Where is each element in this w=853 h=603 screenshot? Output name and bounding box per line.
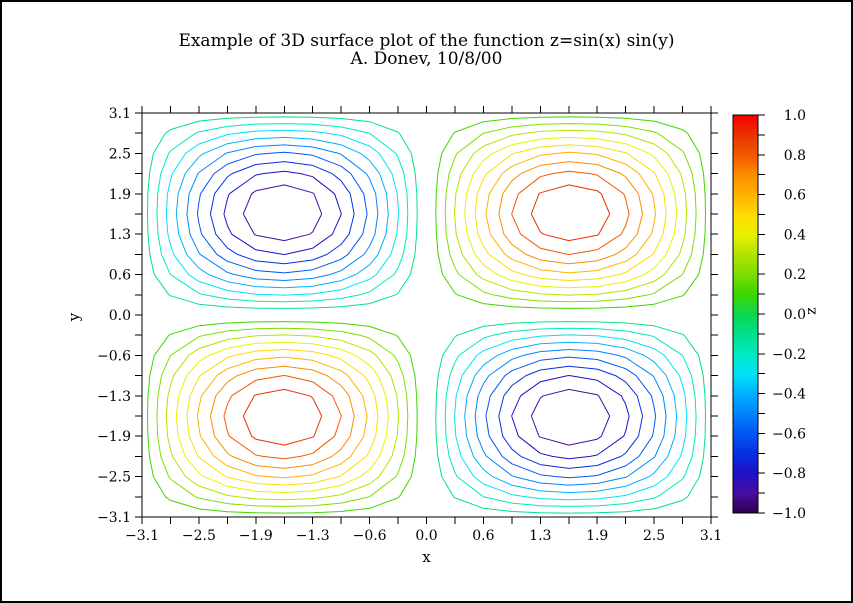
contour-level--0.8 — [223, 170, 630, 460]
colorbar-tick-label: −1.0 — [772, 506, 806, 522]
contour-level--0.5 — [186, 144, 667, 486]
axis-ticks — [135, 106, 765, 524]
x-tick-label: 1.9 — [586, 528, 608, 544]
axis-tick-labels: −3.1 3.1 −2.5 2.5 −1.9 1.9 −1.3 1.3 −0.6 0.6 0.0 0.… — [97, 106, 806, 544]
contour-level-0.6 — [196, 151, 657, 479]
y-tick-label: 0.0 — [109, 308, 131, 324]
x-tick-label: −2.5 — [182, 528, 216, 544]
y-tick-label: 0.6 — [109, 268, 131, 284]
colorbar-frame — [732, 114, 759, 514]
y-axis-label: y — [65, 312, 84, 322]
x-tick-label: −0.6 — [353, 528, 387, 544]
colorbar-gradient — [733, 115, 758, 513]
contour-level-0.3 — [165, 129, 688, 501]
plot-frame — [141, 112, 712, 518]
y-tick-label: 2.5 — [109, 146, 131, 162]
x-tick-label: 0.0 — [415, 528, 437, 544]
z-axis-label: z — [803, 307, 820, 315]
y-tick-label: −2.5 — [97, 470, 131, 486]
contour-level--0.3 — [165, 129, 688, 501]
y-tick-label: −1.9 — [97, 429, 131, 445]
x-tick-label: 2.5 — [643, 528, 665, 544]
colorbar-tick-label: −0.4 — [772, 387, 806, 403]
x-tick-label: −3.1 — [125, 528, 159, 544]
contour-level-0.4 — [175, 136, 678, 494]
x-tick-label: 1.3 — [529, 528, 551, 544]
x-axis-label: x — [422, 548, 431, 566]
y-tick-label: −0.6 — [97, 348, 131, 364]
contour-level--0.6 — [196, 151, 657, 479]
x-tick-label: −1.3 — [296, 528, 330, 544]
contour-level--0.9 — [242, 184, 611, 446]
x-tick-label: 3.1 — [700, 528, 722, 544]
y-tick-label: 3.1 — [109, 106, 131, 122]
contour-level--0.2 — [156, 123, 697, 507]
colorbar-tick-label: −0.6 — [772, 426, 806, 442]
colorbar-tick-label: 0.0 — [784, 307, 806, 323]
y-tick-label: −3.1 — [97, 510, 131, 526]
contour-lines — [147, 116, 706, 514]
contour-level--0.7 — [209, 161, 644, 469]
y-tick-label: 1.3 — [109, 227, 131, 243]
chart-title: Example of 3D surface plot of the functi… — [178, 31, 675, 51]
colorbar-tick-label: 0.4 — [784, 227, 806, 243]
colorbar-tick-label: 0.8 — [784, 148, 806, 164]
colorbar-tick-label: 0.6 — [784, 188, 806, 204]
contour-level-0.2 — [156, 123, 697, 507]
y-tick-label: 1.9 — [109, 187, 131, 203]
contour-level-0.1 — [147, 116, 706, 514]
contour-level-0.7 — [209, 161, 644, 469]
x-tick-label: −1.9 — [239, 528, 273, 544]
contour-level-0.8 — [223, 170, 630, 460]
contour-level--0.1 — [147, 116, 706, 514]
x-tick-label: 0.6 — [472, 528, 494, 544]
contour-level-0.9 — [242, 184, 611, 446]
y-tick-label: −1.3 — [97, 389, 131, 405]
contour-level-0.5 — [186, 144, 667, 486]
colorbar-tick-label: −0.2 — [772, 347, 806, 363]
contour-level--0.4 — [175, 136, 678, 494]
chart-subtitle: A. Donev, 10/8/00 — [350, 49, 503, 69]
colorbar-tick-label: −0.8 — [772, 466, 806, 482]
colorbar-tick-label: 1.0 — [784, 108, 806, 124]
colorbar-tick-label: 0.2 — [784, 267, 806, 283]
